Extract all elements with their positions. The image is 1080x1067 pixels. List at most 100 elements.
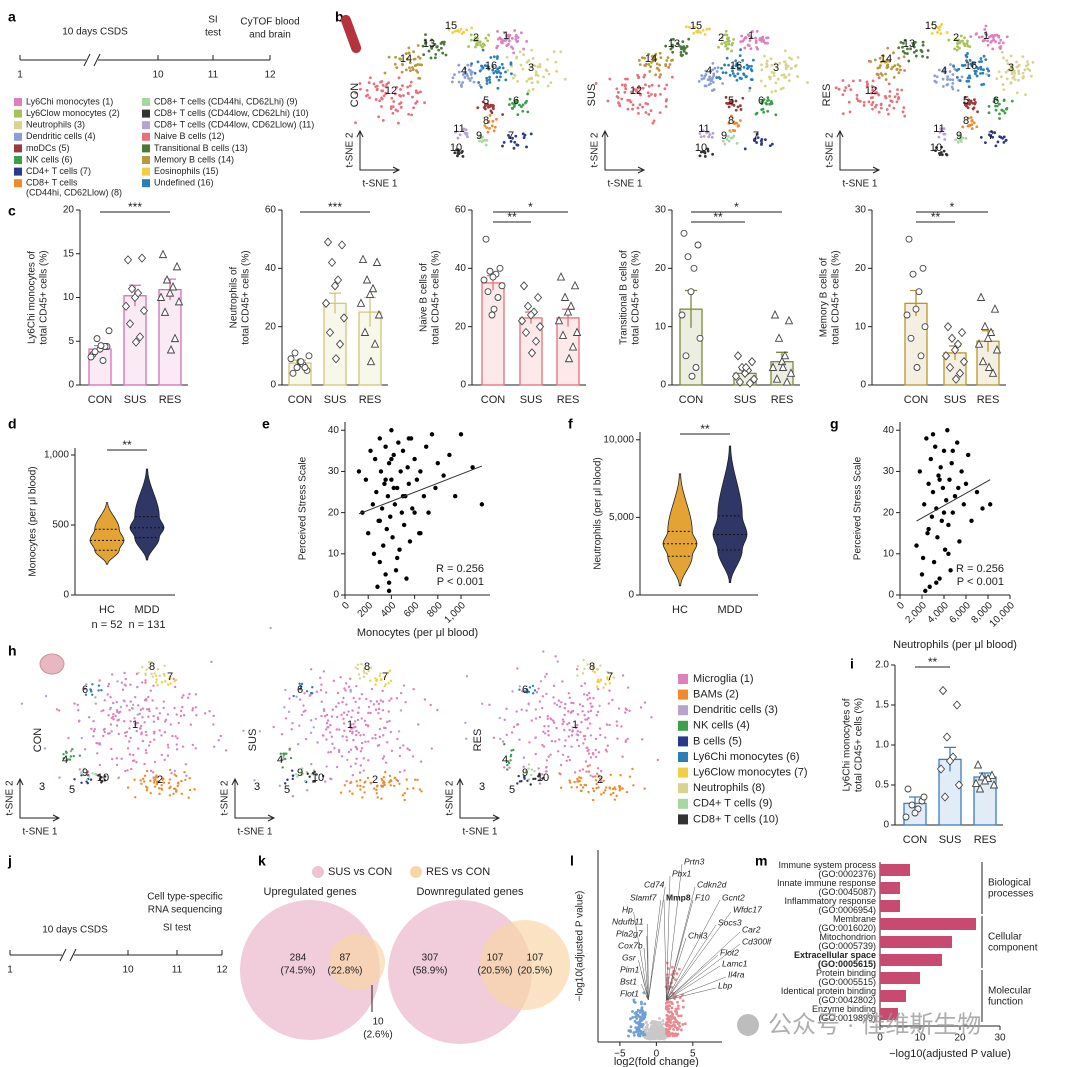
tsne-dot [602, 791, 606, 794]
tsne-dot [282, 752, 285, 755]
tsne-dot [480, 136, 484, 140]
tsne-dot [378, 727, 382, 731]
tsne-dot [382, 94, 386, 98]
tsne-dot [649, 65, 653, 69]
tsne-dot [411, 66, 414, 69]
tsne-dot [886, 63, 890, 67]
volcano-dot [650, 1036, 654, 1040]
tsne-axis [359, 132, 398, 171]
tsne-dot [169, 785, 172, 788]
data-point [945, 756, 955, 766]
tsne-dot [713, 66, 717, 70]
significance-label: ** [122, 438, 132, 452]
data-point [429, 432, 435, 437]
condition-label: CON [349, 83, 361, 108]
tsne-dot [106, 732, 110, 735]
tsne-dot [134, 796, 137, 799]
tsne-dot [892, 75, 896, 79]
volcano-dot [676, 1000, 679, 1004]
tsne-dot [739, 40, 743, 44]
tsne-dot [94, 696, 97, 699]
tsne-dot [572, 701, 575, 705]
tsne-dot [131, 759, 135, 763]
tsne-dot [470, 62, 473, 66]
tsne-dot [901, 110, 905, 114]
tsne-dot [762, 40, 766, 43]
tsne-dot [733, 74, 737, 78]
tsne-dot [1009, 81, 1013, 85]
condition-label: SUS [247, 729, 259, 752]
tsne-dot [408, 84, 412, 88]
tsne-dot [292, 694, 295, 698]
tsne-dot [723, 142, 727, 146]
tsne-dot [1000, 50, 1004, 54]
y-tick-label: 40 [455, 263, 467, 274]
y-tick-label: Identical protein binding [781, 986, 876, 996]
tsne-dot [149, 769, 153, 773]
tsne-dot [403, 798, 406, 802]
tsne-dot [642, 75, 646, 79]
tsne-dot [586, 693, 589, 697]
panel-letter: i [850, 656, 854, 672]
tsne-dot [533, 770, 536, 773]
tsne-dot [473, 36, 477, 40]
tsne-dot [732, 120, 736, 124]
tsne-dot [778, 61, 782, 65]
tsne-dot [529, 65, 532, 69]
volcano-dot [669, 1021, 672, 1025]
volcano-dot [674, 978, 677, 982]
venn-count: (74.5%) [280, 966, 315, 977]
tsne-dot [89, 778, 93, 781]
tsne-dot [102, 709, 105, 712]
tsne-dot [870, 91, 873, 95]
tsne-dot [131, 707, 134, 710]
tsne-dot [596, 767, 600, 770]
tsne-dot [969, 62, 973, 66]
tsne-dot [591, 798, 595, 802]
tsne-dot [522, 765, 525, 769]
tsne-dot [723, 33, 727, 37]
cluster-label: 9 [956, 130, 962, 142]
cluster-label: 11 [698, 123, 709, 135]
tsne-dot [341, 735, 344, 738]
tsne-dot [357, 731, 360, 734]
data-point [527, 348, 537, 358]
volcano-dot [681, 999, 685, 1003]
tsne-dot [345, 735, 348, 738]
tsne-dot [331, 742, 334, 746]
tsne-dot [955, 75, 959, 79]
legend-label: CD8+ T cells [26, 178, 78, 188]
tsne-dot [153, 730, 156, 733]
data-point [87, 353, 95, 361]
tsne-dot [320, 683, 323, 686]
tsne-dot [457, 63, 461, 67]
y-tick-label: Protein binding [816, 968, 876, 978]
tsne-dot [605, 723, 609, 726]
tsne-dot [362, 757, 365, 760]
tsne-dot [527, 59, 531, 62]
tsne-dot [680, 54, 684, 58]
tsne-dot [280, 733, 284, 736]
tsne-dot [1002, 109, 1005, 113]
leader-line [666, 899, 721, 1001]
tsne-dot [460, 85, 463, 88]
tsne-dot [555, 726, 558, 730]
data-point [397, 547, 402, 552]
tsne-dot [640, 56, 644, 60]
tsne-dot [897, 71, 901, 75]
tsne-dot [763, 54, 766, 58]
tsne-dot [892, 51, 895, 55]
data-point [980, 775, 990, 785]
tsne-dot [536, 80, 540, 84]
volcano-dot [658, 1030, 662, 1034]
tsne-dot [93, 727, 96, 731]
tsne-dot [1010, 72, 1014, 76]
tsne-dot [170, 771, 173, 775]
tsne-dot [892, 106, 896, 110]
tsne-dot [144, 698, 148, 701]
tsne-dot [559, 763, 563, 767]
x-tick-label: 20 [954, 1033, 966, 1044]
tsne-dot [647, 84, 651, 88]
data-point [385, 493, 391, 499]
tsne-dot [735, 62, 739, 66]
